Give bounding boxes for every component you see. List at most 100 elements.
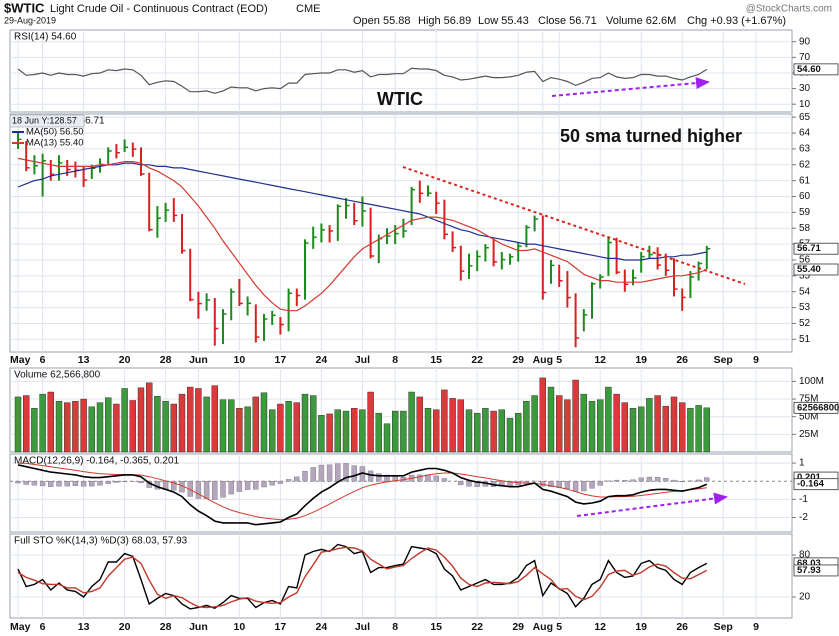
y-tick-label: 60	[799, 191, 811, 202]
volume-bar	[629, 408, 637, 453]
indicator-line	[17, 546, 708, 609]
volume-bar	[621, 402, 628, 453]
volume-bar	[195, 388, 202, 453]
histogram-bar	[39, 481, 46, 487]
x-tick-label: 26	[676, 354, 688, 366]
volume-bar	[39, 393, 46, 453]
histogram-bar	[285, 479, 292, 482]
symbol: $WTIC	[4, 0, 45, 15]
last-value-label: 55.40	[797, 264, 821, 275]
histogram-bar	[326, 464, 333, 482]
x-tick-label: 8	[392, 621, 398, 633]
histogram-bar	[261, 481, 267, 488]
volume-bar	[269, 409, 276, 453]
x-tick-label: Aug	[533, 354, 553, 366]
y-tick-label: 100M	[799, 376, 824, 387]
histogram-bar	[704, 477, 710, 482]
histogram-bar	[663, 478, 669, 482]
volume-bar	[556, 395, 563, 453]
histogram-bar	[318, 464, 325, 482]
y-tick-label: 52	[799, 318, 811, 329]
x-tick-label: 19	[635, 621, 647, 633]
volume-bar	[375, 412, 382, 453]
quote-low: Low 55.43	[478, 15, 529, 27]
volume-bar	[662, 405, 669, 453]
x-tick-label: 15	[430, 354, 442, 366]
volume-bar	[244, 406, 251, 453]
histogram-bar	[548, 481, 554, 487]
volume-bar	[383, 423, 391, 453]
last-value-label: 56.71	[797, 243, 821, 254]
last-value-box	[793, 63, 839, 76]
volume-bar	[474, 412, 481, 453]
quote-close: Close 56.71	[538, 15, 597, 27]
y-tick-label: -2	[799, 512, 808, 523]
volume-bar	[613, 393, 620, 453]
x-tick-label: 9	[753, 621, 759, 633]
volume-bar	[424, 408, 432, 453]
moving-average-line	[17, 157, 708, 312]
histogram-bar	[638, 477, 644, 482]
volume-bar	[515, 412, 522, 453]
volume-bar	[285, 400, 292, 453]
volume-bar	[121, 388, 128, 453]
y-tick-label: 1	[799, 458, 805, 469]
volume-bar	[129, 400, 137, 453]
volume-bar	[80, 398, 87, 453]
y-tick-label: 70	[799, 52, 811, 63]
histogram-bar	[56, 481, 62, 487]
histogram-bar	[335, 463, 341, 482]
y-tick-label: 30	[799, 83, 811, 94]
x-tick-label: 19	[635, 354, 647, 366]
volume-bar	[334, 409, 341, 453]
quote-volume: Volume 62.6M	[606, 15, 676, 27]
histogram-bar	[105, 481, 111, 484]
panel-frame	[9, 29, 793, 113]
volume-bar	[55, 400, 63, 453]
volume-bar	[679, 402, 686, 453]
volume-bar	[277, 403, 284, 453]
x-tick-label: Sep	[714, 621, 733, 633]
volume-bar	[178, 393, 186, 453]
x-tick-label: 15	[430, 621, 442, 633]
annotation: WTIC	[377, 89, 423, 109]
volume-bar	[490, 410, 497, 453]
volume-bar	[482, 408, 489, 453]
volume-bar	[408, 391, 415, 453]
histogram-bar	[64, 481, 70, 487]
y-tick-label: 80	[799, 550, 811, 561]
volume-bar	[392, 410, 399, 453]
histogram-bar	[630, 479, 636, 482]
x-tick-label: 24	[316, 621, 328, 633]
histogram-bar	[646, 476, 653, 482]
x-tick-label: Jun	[189, 354, 208, 366]
last-value-box	[793, 564, 839, 577]
x-tick-label: 5	[556, 354, 562, 366]
y-tick-label: -1	[799, 494, 808, 505]
volume-bar	[449, 398, 456, 453]
y-tick-label: 55	[799, 270, 811, 281]
y-tick-label: 54	[799, 286, 811, 297]
volume-bar	[104, 397, 112, 453]
histogram-bar	[564, 481, 571, 489]
y-tick-label: 58	[799, 223, 811, 234]
volume-bar	[531, 395, 538, 453]
y-tick-label: 51	[799, 334, 811, 345]
histogram-bar	[244, 481, 251, 490]
x-tick-label: 24	[316, 354, 328, 366]
histogram-bar	[622, 480, 628, 482]
histogram-bar	[367, 470, 374, 482]
last-value-label: 62566800	[797, 402, 839, 413]
volume-bar	[318, 415, 325, 453]
x-tick-label: Sep	[714, 354, 733, 366]
x-tick-label: 6	[40, 354, 46, 366]
x-tick-label: 13	[78, 621, 90, 633]
histogram-bar	[113, 481, 120, 483]
volume-bar	[326, 413, 333, 453]
date: 29-Aug-2019	[4, 15, 56, 25]
quote-high: High 56.89	[418, 15, 471, 27]
histogram-bar	[195, 481, 202, 499]
